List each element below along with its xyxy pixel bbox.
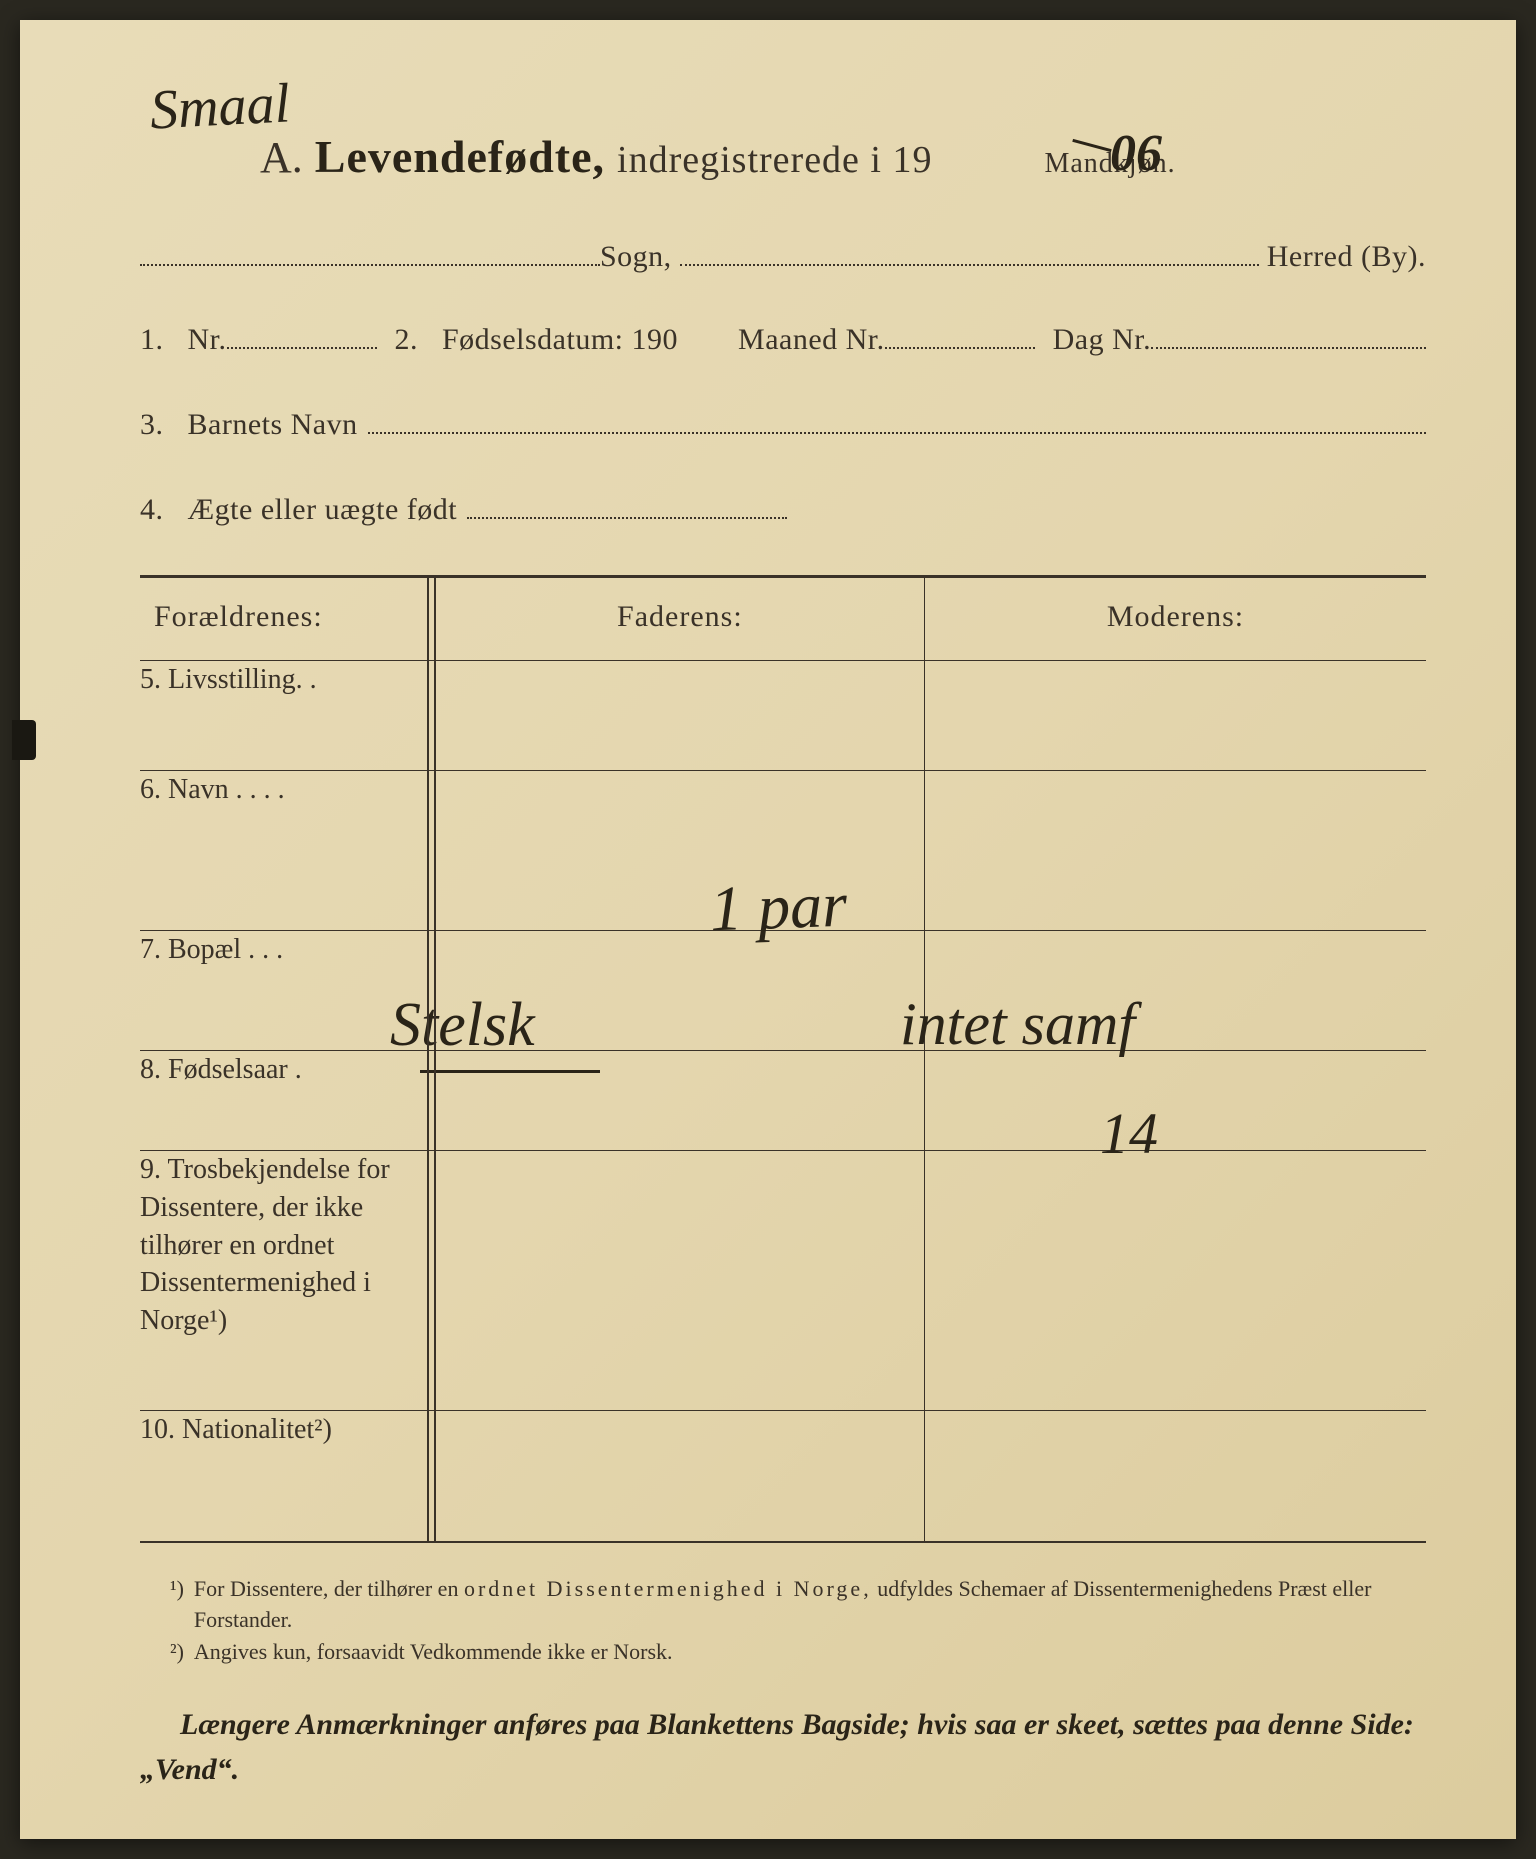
blank-sogn-right bbox=[680, 233, 1259, 266]
handwriting-center: 1 par bbox=[709, 868, 848, 947]
footnote-2-sup: ²) bbox=[170, 1636, 184, 1668]
row-9-moderens bbox=[924, 1151, 1426, 1411]
header-letter: A. bbox=[260, 132, 303, 183]
th-moderens: Moderens: bbox=[924, 578, 1426, 661]
line-sogn: Sogn, Herred (By). bbox=[140, 233, 1426, 274]
row-5-label: 5. Livsstilling. . bbox=[140, 661, 436, 771]
handwriting-top-left: Smaal bbox=[148, 71, 291, 142]
footnote-2-text: Angives kun, forsaavidt Vedkommende ikke… bbox=[194, 1636, 673, 1668]
blank-nr bbox=[227, 316, 377, 349]
handwriting-year-suffix: 06 bbox=[1110, 124, 1162, 183]
blank-aegte bbox=[467, 486, 787, 519]
footnote-1-sup: ¹) bbox=[170, 1573, 184, 1637]
row-8-label: 8. Fødselsaar . bbox=[140, 1051, 436, 1151]
label-4: 4. bbox=[140, 493, 164, 527]
record-card: Smaal 06 1 par Stelsk intet samf 14 A. L… bbox=[20, 20, 1516, 1839]
row-10-faderens bbox=[436, 1411, 925, 1541]
footnote-1: ¹) For Dissentere, der tilhører en ordne… bbox=[170, 1573, 1426, 1637]
blank-barnets-navn bbox=[368, 401, 1426, 434]
handwriting-faderens-underline bbox=[420, 1070, 600, 1073]
row-6-label: 6. Navn . . . . bbox=[140, 771, 436, 931]
label-nr: Nr. bbox=[188, 323, 227, 357]
line-1-2: 1. Nr. 2. Fødselsdatum: 190 Maaned Nr. D… bbox=[140, 316, 1426, 357]
label-1: 1. bbox=[140, 323, 164, 357]
bottom-note: Længere Anmærkninger anføres paa Blanket… bbox=[140, 1702, 1426, 1792]
line-4: 4. Ægte eller uægte født bbox=[140, 486, 1426, 527]
row-6-faderens bbox=[436, 771, 925, 931]
handwriting-moderens-bopael: intet samf bbox=[900, 990, 1135, 1059]
row-10-moderens bbox=[924, 1411, 1426, 1541]
parents-table: Forældrenes: Faderens: Moderens: 5. Livs… bbox=[140, 578, 1426, 1541]
handwriting-moderens-fodselsaar: 14 bbox=[1100, 1100, 1158, 1167]
footnotes: ¹) For Dissentere, der tilhører en ordne… bbox=[140, 1573, 1426, 1669]
label-2: 2. bbox=[395, 323, 419, 357]
label-maaned: Maaned Nr. bbox=[738, 323, 885, 357]
row-5-faderens bbox=[436, 661, 925, 771]
row-7-label: 7. Bopæl . . . bbox=[140, 931, 436, 1051]
label-fodselsdatum: Fødselsdatum: 190 bbox=[442, 323, 678, 357]
parents-table-wrap: Forældrenes: Faderens: Moderens: 5. Livs… bbox=[140, 575, 1426, 1543]
label-dag: Dag Nr. bbox=[1053, 323, 1151, 357]
blank-maaned bbox=[885, 316, 1035, 349]
label-sogn: Sogn, bbox=[600, 240, 672, 274]
row-9-label: 9. Trosbekjendelse for Dissentere, der i… bbox=[140, 1151, 436, 1411]
footnote-1-text: For Dissentere, der tilhører en ordnet D… bbox=[194, 1573, 1426, 1637]
label-3: 3. bbox=[140, 408, 164, 442]
header-title-bold: Levendefødte, bbox=[315, 130, 605, 183]
label-herred: Herred (By). bbox=[1267, 240, 1426, 274]
blank-sogn-left bbox=[140, 233, 600, 266]
row-6-moderens bbox=[924, 771, 1426, 931]
footnote-1-a: For Dissentere, der tilhører en bbox=[194, 1576, 464, 1601]
label-barnets-navn: Barnets Navn bbox=[188, 408, 358, 442]
blank-dag bbox=[1151, 316, 1426, 349]
row-9-faderens bbox=[436, 1151, 925, 1411]
line-3: 3. Barnets Navn bbox=[140, 401, 1426, 442]
row-8-moderens bbox=[924, 1051, 1426, 1151]
label-aegte: Ægte eller uægte født bbox=[188, 493, 458, 527]
row-5-moderens bbox=[924, 661, 1426, 771]
header-line: A. Levendefødte, indregistrerede i 19 Ma… bbox=[260, 130, 1426, 183]
footnote-2: ²) Angives kun, forsaavidt Vedkommende i… bbox=[170, 1636, 1426, 1668]
th-faderens: Faderens: bbox=[436, 578, 925, 661]
footnote-1-spaced: ordnet Dissentermenighed i Norge, bbox=[464, 1576, 872, 1601]
row-10-label: 10. Nationalitet²) bbox=[140, 1411, 436, 1541]
row-8-faderens bbox=[436, 1051, 925, 1151]
header-title-rest: indregistrerede i 19 bbox=[617, 138, 932, 182]
th-foraeldrenes: Forældrenes: bbox=[140, 578, 436, 661]
